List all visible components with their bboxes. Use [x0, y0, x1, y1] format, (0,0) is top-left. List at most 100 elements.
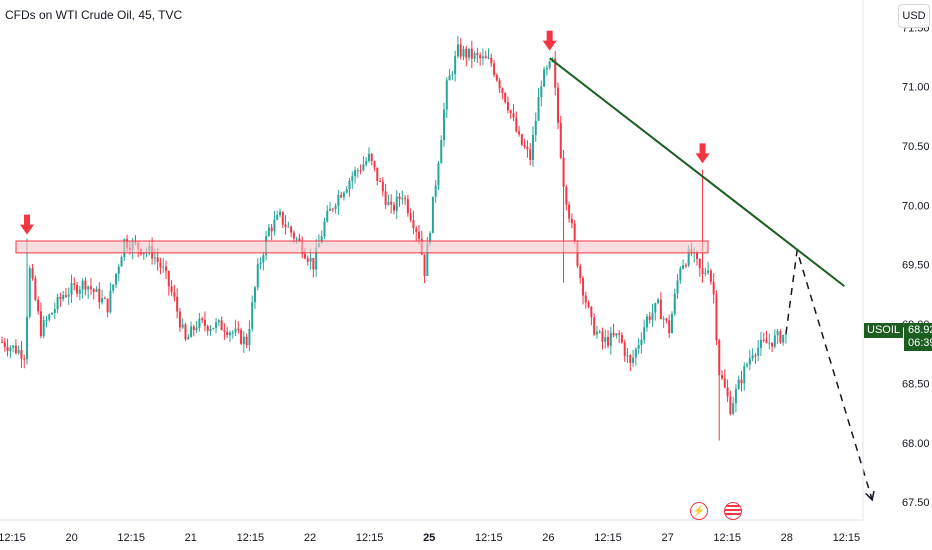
x-tick-label: 26 — [542, 532, 554, 544]
x-tick-label: 22 — [304, 532, 316, 544]
candle-body — [712, 281, 715, 295]
candle-body — [379, 181, 382, 183]
flash-icon[interactable]: ⚡ — [690, 502, 708, 520]
candle-body — [601, 331, 604, 342]
candle-body — [292, 232, 295, 239]
candle-body — [234, 328, 237, 333]
candle-body — [479, 55, 482, 59]
candle-body — [167, 271, 170, 287]
x-tick-label: 20 — [65, 532, 77, 544]
candle-body — [217, 320, 220, 323]
candle-body — [701, 268, 704, 275]
candle-body — [287, 226, 290, 228]
candle-body — [195, 327, 198, 331]
candle-body — [426, 243, 429, 276]
candle-body — [501, 88, 504, 93]
candle-body — [565, 186, 568, 205]
candle-body — [106, 298, 109, 313]
candle-body — [704, 272, 707, 275]
candle-body — [476, 53, 479, 56]
candle-body — [570, 218, 573, 224]
candle-body — [543, 69, 546, 87]
y-tick-label: 69.50 — [902, 260, 930, 272]
us-flag-icon[interactable] — [724, 502, 742, 520]
candle-body — [3, 342, 6, 348]
candle-body — [48, 314, 51, 320]
candle-body — [42, 320, 45, 337]
candle-body — [312, 257, 315, 270]
candle-body — [173, 292, 176, 297]
candle-body — [201, 318, 204, 320]
candle-body — [470, 48, 473, 59]
candle-body — [509, 110, 512, 114]
candle-body — [345, 189, 348, 193]
candle-body — [784, 333, 787, 335]
candle-body — [448, 75, 451, 81]
candle-body — [718, 340, 721, 376]
price-tag-countdown: 06:39 — [908, 337, 932, 349]
candle-body — [562, 157, 565, 187]
candle-body — [504, 92, 507, 103]
candle-body — [89, 286, 92, 290]
candle-body — [684, 265, 687, 267]
candle-body — [87, 286, 90, 290]
candle-body — [392, 204, 395, 211]
candle-body — [468, 48, 471, 58]
x-tick-label: 21 — [185, 532, 197, 544]
candle-body — [773, 335, 776, 347]
candle-body — [512, 113, 515, 118]
candle-body — [198, 318, 201, 328]
candle-body — [53, 309, 56, 313]
candle-body — [454, 56, 457, 75]
candle-body — [98, 288, 101, 303]
candle-body — [698, 258, 701, 269]
candle-body — [256, 264, 259, 288]
candle-body — [170, 286, 173, 293]
candle-body — [117, 266, 120, 274]
down-arrow-marker — [20, 214, 35, 235]
candle-body — [112, 284, 115, 291]
candle-body — [187, 337, 190, 340]
candle-body — [493, 63, 496, 75]
candle-body — [59, 296, 62, 299]
candle-body — [348, 180, 351, 190]
candle-body — [165, 266, 168, 272]
candle-body — [579, 266, 582, 279]
candle-body — [740, 379, 743, 384]
candle-body — [109, 290, 112, 313]
candle-body — [270, 227, 273, 232]
candle-body — [306, 258, 309, 262]
candle-body — [373, 161, 376, 168]
candle-body — [729, 396, 732, 414]
currency-button[interactable]: USD — [898, 4, 930, 28]
candle-body — [726, 387, 729, 397]
candle-body — [251, 302, 254, 329]
candle-body — [64, 295, 67, 297]
x-tick-label: 12:15 — [594, 532, 622, 544]
x-tick-label: 12:15 — [356, 532, 384, 544]
candle-body — [259, 262, 262, 265]
candle-body — [159, 262, 162, 268]
candle-body — [395, 196, 398, 211]
candle-body — [359, 170, 362, 172]
candle-body — [645, 316, 648, 328]
candle-body — [267, 227, 270, 237]
candle-body — [34, 278, 37, 300]
candle-body — [746, 364, 749, 367]
candle-body — [220, 320, 223, 331]
candle-body — [231, 332, 234, 334]
x-tick-label: 12:15 — [833, 532, 861, 544]
candle-body — [540, 86, 543, 98]
candle-body — [329, 208, 332, 211]
candle-body — [284, 224, 287, 227]
candle-body — [573, 223, 576, 242]
x-tick-label: 28 — [781, 532, 793, 544]
candle-body — [484, 56, 487, 59]
candle-body — [673, 293, 676, 314]
trendline — [549, 57, 845, 287]
candle-body — [612, 332, 615, 336]
candle-body — [331, 208, 334, 210]
candle-body — [409, 213, 412, 221]
candle-body — [45, 319, 48, 321]
